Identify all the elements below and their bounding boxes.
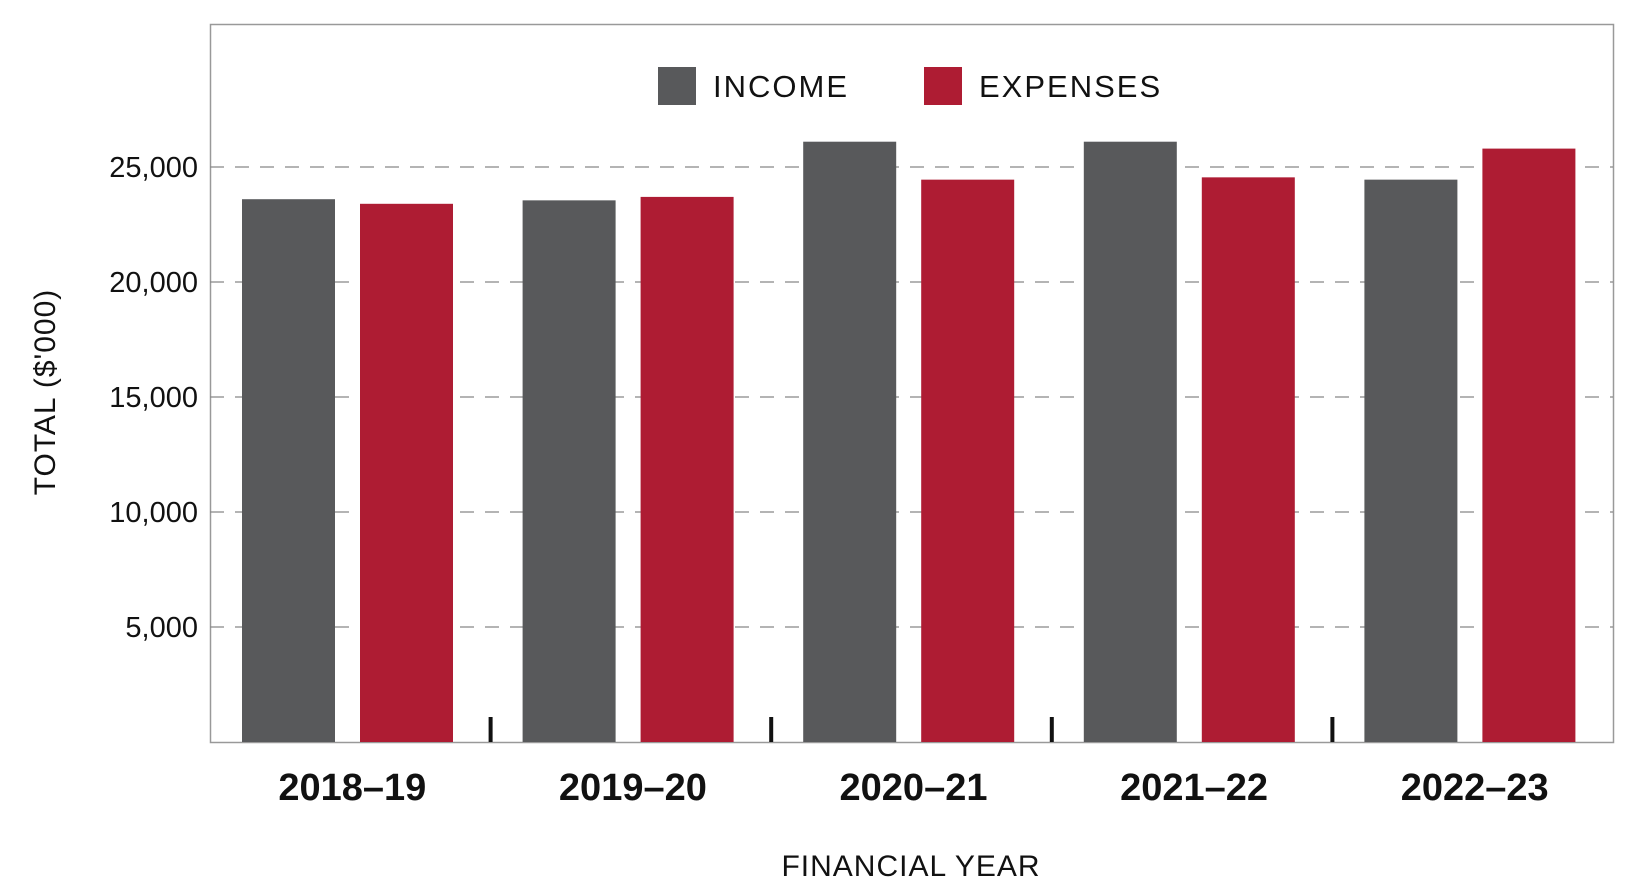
legend-label-income: INCOME (713, 69, 849, 104)
legend-label-expenses: EXPENSES (979, 69, 1162, 104)
bar-income (1083, 141, 1177, 742)
x-tick-label: 2019–20 (559, 767, 707, 809)
bar-income (1364, 179, 1458, 742)
y-axis-label: TOTAL ($'000) (29, 289, 62, 496)
x-tick-label: 2018–19 (278, 767, 426, 809)
y-tick-label: 10,000 (109, 497, 198, 529)
y-tick-label: 15,000 (109, 382, 198, 414)
bar-expenses (1201, 177, 1295, 743)
x-axis-label: FINANCIAL YEAR (781, 850, 1040, 883)
legend-swatch-income (658, 67, 696, 105)
plot-frame (209, 23, 1615, 744)
x-tick-label: 2020–21 (840, 767, 988, 809)
y-tick-label: 20,000 (109, 267, 198, 299)
bar-income (803, 141, 897, 742)
x-tick-label: 2022–23 (1401, 767, 1549, 809)
bar-expenses (1482, 148, 1576, 743)
legend-swatch-expenses (924, 67, 962, 105)
y-tick-label: 25,000 (109, 152, 198, 184)
bar-expenses (640, 196, 734, 742)
y-tick-label: 5,000 (125, 612, 198, 644)
bar-income (522, 200, 616, 743)
x-tick-label: 2021–22 (1120, 767, 1268, 809)
bar-expenses (921, 179, 1015, 742)
bar-expenses (360, 203, 453, 743)
bar-income (242, 199, 335, 742)
